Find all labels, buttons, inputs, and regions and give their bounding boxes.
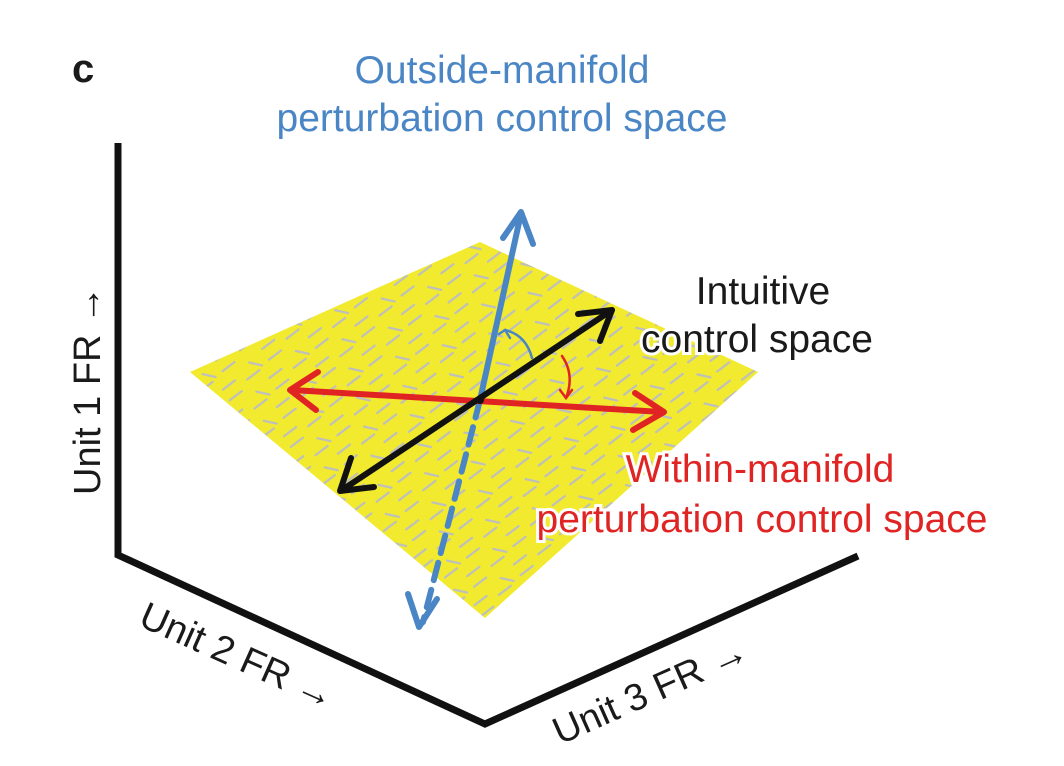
intuitive-arrow-head-bottom xyxy=(337,455,377,494)
axis-frame xyxy=(114,143,860,728)
within-label-line1: Within-manifold xyxy=(626,448,895,491)
within-arrow-head-left xyxy=(287,369,321,413)
outside-label-line2: perturbation control space xyxy=(277,97,728,140)
outside-arrow-shaft-dashed xyxy=(420,397,483,625)
outside-arrow-head-top xyxy=(500,209,536,247)
intuitive-arrow-head-top xyxy=(575,307,615,344)
rotation-blue-head xyxy=(497,328,512,340)
rotation-red-arc xyxy=(560,354,571,400)
axes xyxy=(114,143,860,728)
outside-label-line1: Outside-manifold xyxy=(355,49,650,92)
rotation-blue-arc xyxy=(503,328,534,360)
intuitive-label-line1: Intuitive xyxy=(696,270,830,313)
outside-arrow-shaft-solid xyxy=(477,215,523,403)
within-label-line2: perturbation control space xyxy=(537,498,988,541)
outside-arrow-head-bottom xyxy=(405,591,440,630)
rotation-red-head xyxy=(558,388,574,401)
panel-label: c xyxy=(72,47,94,91)
rotation-red xyxy=(558,354,574,401)
origin-point xyxy=(476,396,484,404)
outside-manifold-arrow xyxy=(405,209,536,630)
within-arrow-head-right xyxy=(630,390,667,433)
intuitive-label-line2: control space xyxy=(641,318,873,361)
rotation-blue xyxy=(497,328,534,360)
axis-label-unit1: Unit 1 FR → xyxy=(67,286,109,495)
